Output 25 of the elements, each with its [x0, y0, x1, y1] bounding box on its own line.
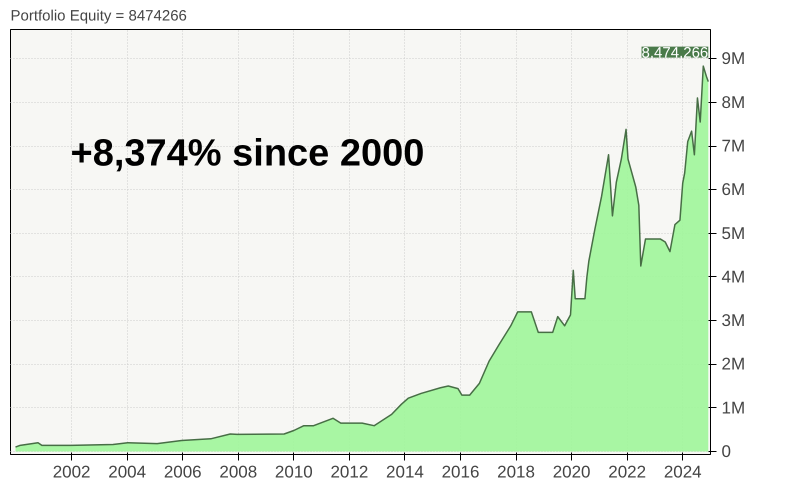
y-tick-label: 9M: [722, 49, 746, 68]
x-tick-label: 2006: [164, 462, 202, 480]
annotation: +8,374% since 2000: [70, 132, 424, 174]
y-tick-label: 2M: [722, 354, 746, 374]
annotation: 8,474,266: [642, 44, 708, 62]
y-tick-label: 0: [722, 442, 731, 461]
x-tick-label: 2018: [497, 462, 535, 480]
y-tick-label: 5M: [722, 224, 746, 243]
x-tick-label: 2014: [386, 462, 424, 480]
y-tick-label: 6M: [722, 180, 746, 200]
x-tick-label: 2020: [552, 462, 591, 480]
x-tick-label: 2010: [274, 462, 313, 480]
x-tick-label: 2008: [219, 462, 258, 480]
y-tick-label: 7M: [722, 136, 746, 156]
x-tick-label: 2004: [108, 462, 146, 480]
y-tick-label: 4M: [722, 267, 746, 286]
y-tick-label: 1M: [722, 398, 746, 418]
chart-title: Portfolio Equity = 8474266: [10, 8, 187, 24]
x-tick-label: 2024: [664, 462, 702, 480]
x-tick-label: 2002: [52, 462, 91, 480]
x-tick-label: 2016: [442, 462, 480, 480]
x-tick-label: 2012: [330, 462, 368, 480]
y-tick-label: 8M: [722, 92, 746, 112]
x-tick-label: 2022: [608, 462, 646, 480]
y-tick-label: 3M: [722, 311, 746, 330]
